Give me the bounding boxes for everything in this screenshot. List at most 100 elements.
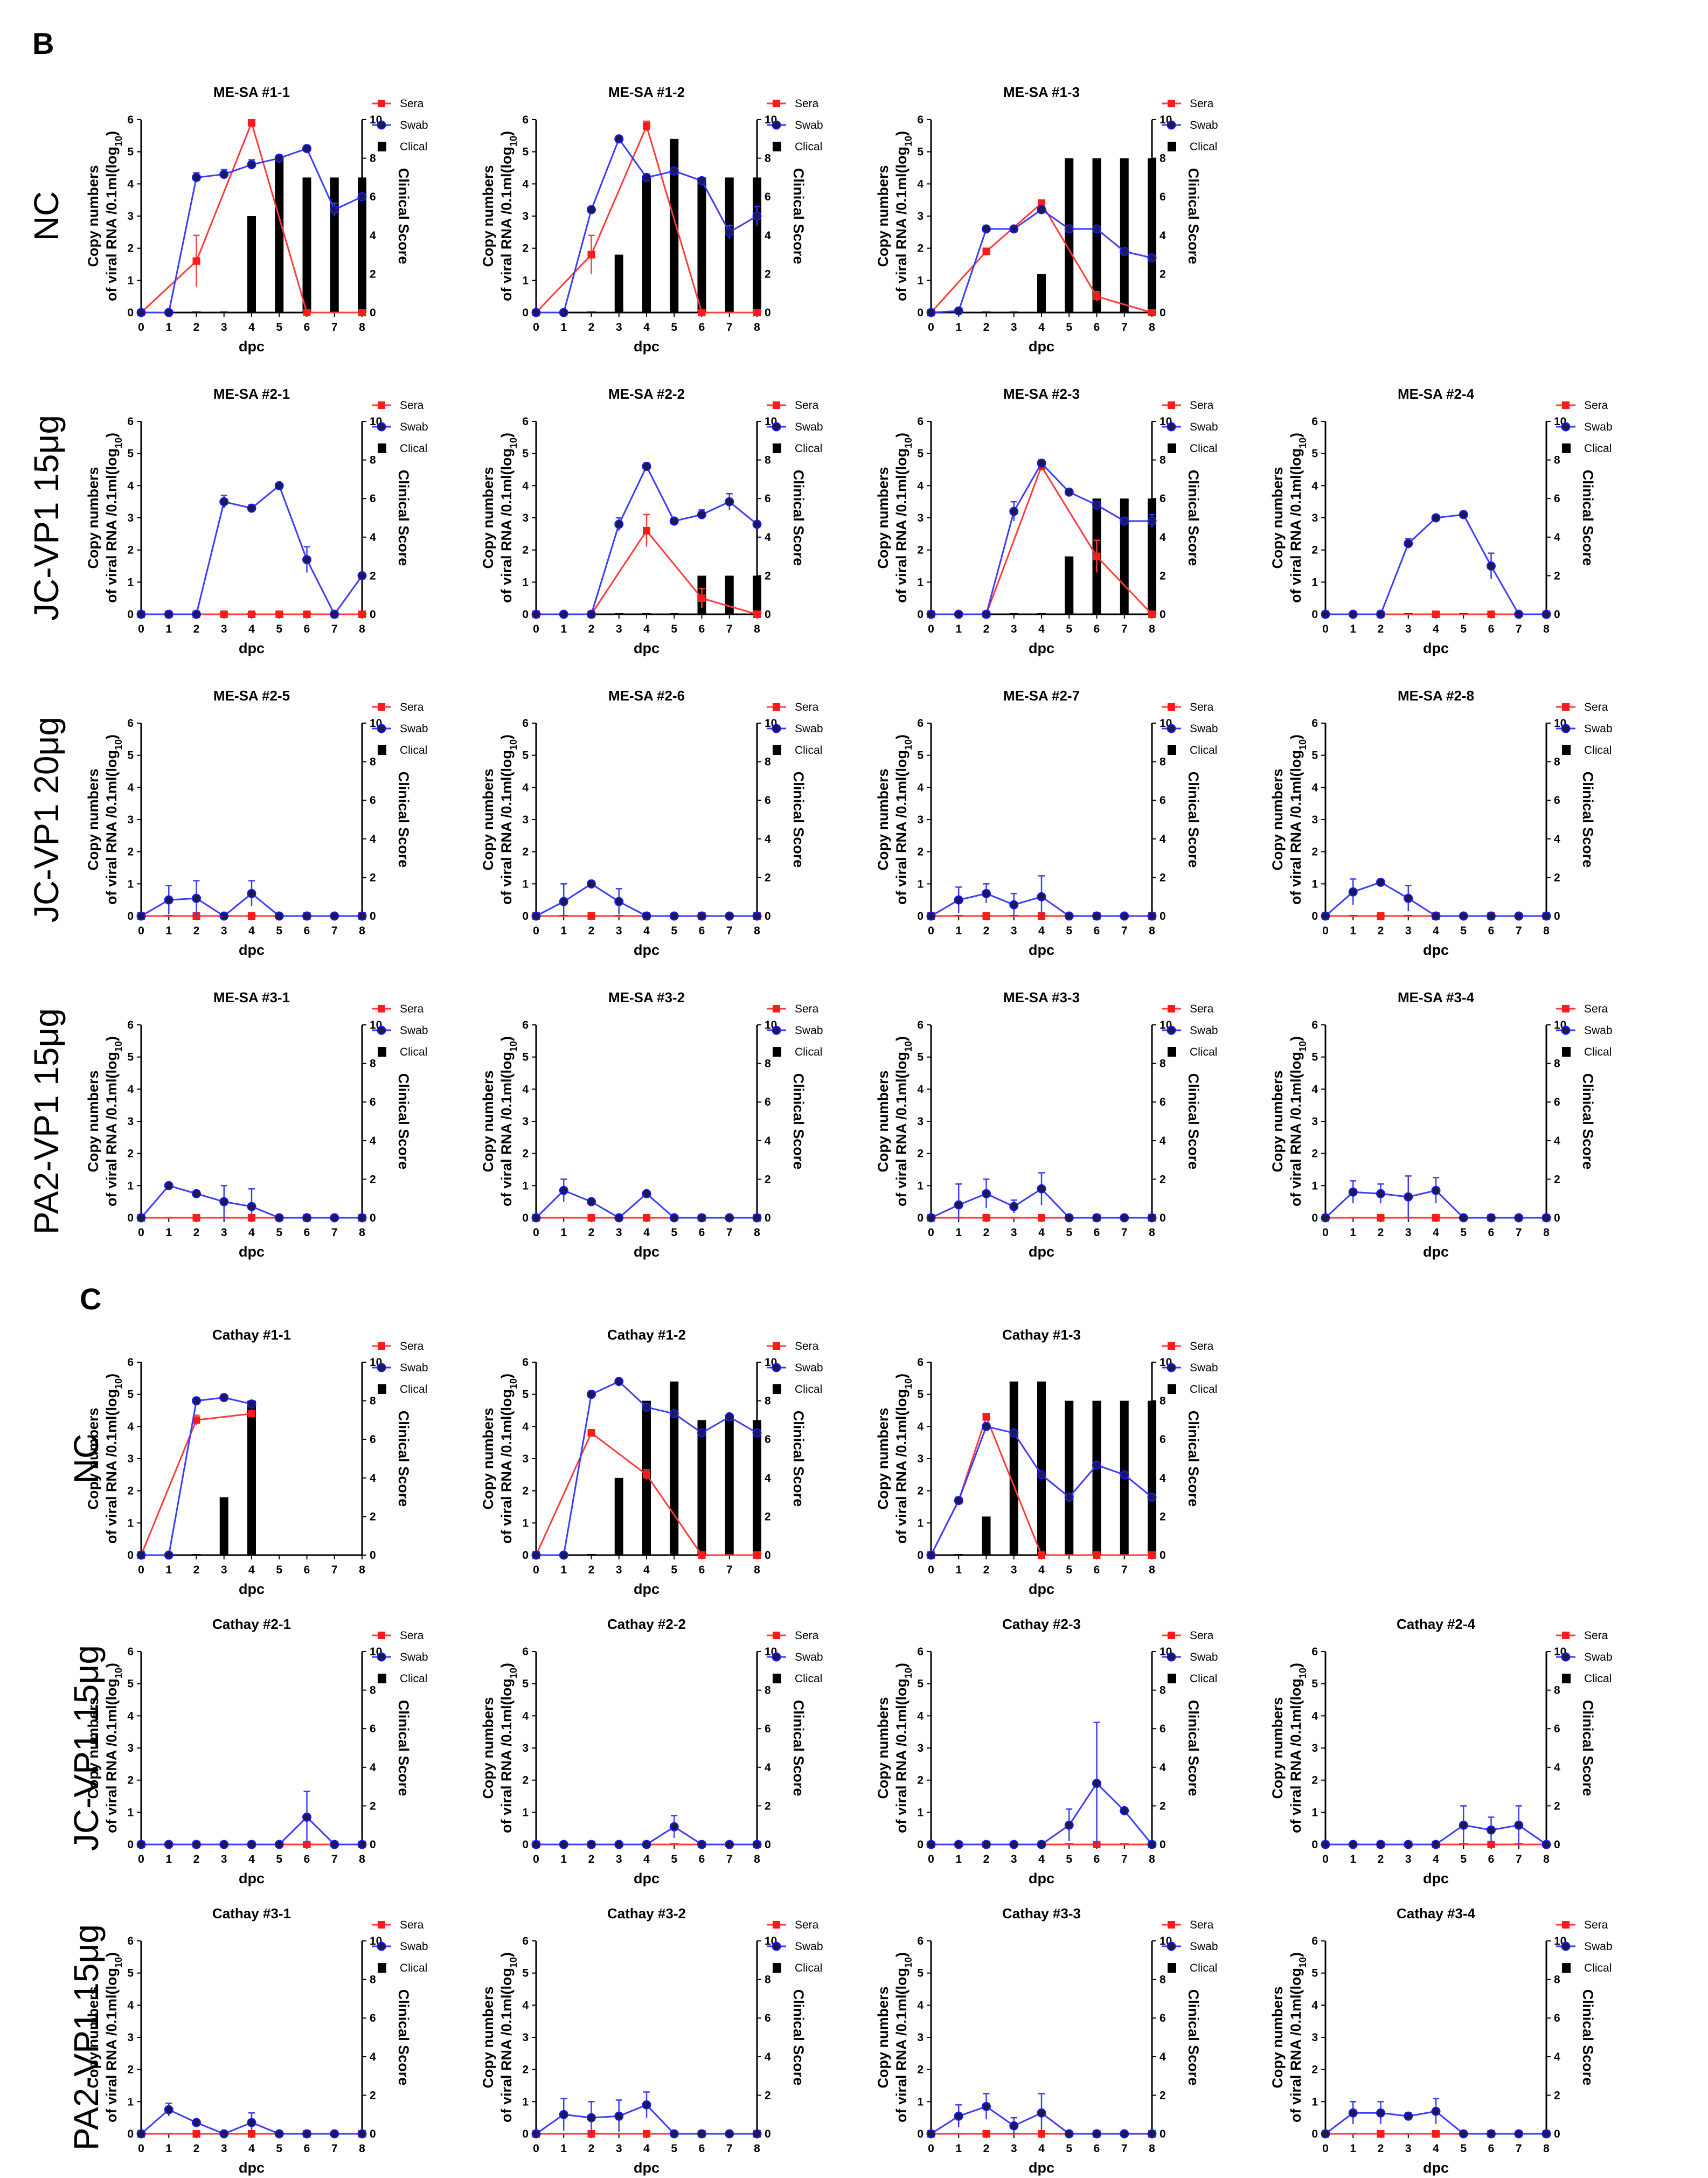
swab-point <box>982 609 991 619</box>
clinical-bar <box>753 177 761 313</box>
legend-marker <box>377 1941 386 1951</box>
legend-label: Clical <box>1190 1962 1217 1974</box>
y2-tick-label: 0 <box>765 2128 771 2140</box>
y-axis-title-close: ) <box>893 734 909 739</box>
y-tick-label: 1 <box>127 2096 134 2108</box>
y-axis-title-close: ) <box>498 1036 515 1041</box>
x-tick-label: 5 <box>1066 321 1072 334</box>
legend-marker <box>1167 120 1176 130</box>
y-axis-title-sub: 10 <box>903 1041 914 1052</box>
x-tick-label: 8 <box>754 1853 760 1865</box>
x-tick-label: 0 <box>1322 925 1329 937</box>
swab-point <box>1431 513 1441 523</box>
y2-tick-label: 2 <box>765 2089 771 2101</box>
swab-point <box>587 205 596 214</box>
y2-tick-label: 8 <box>765 454 771 467</box>
y-axis-title-line2: of viral RNA /0.1ml(log <box>893 1678 909 1833</box>
clinical-bar <box>192 311 201 313</box>
clinical-bar <box>1120 498 1129 614</box>
swab-point <box>752 2129 762 2139</box>
swab-point <box>330 609 339 619</box>
chart: ME-SA #2-5 0 1 2 3 4 5 6 0 2 4 6 8 10 0 1 2 3 4 5 6 7 8 dpc Copy… <box>85 688 428 958</box>
chart-title: ME-SA #1-3 <box>1003 84 1080 100</box>
x-tick-label: 5 <box>1460 1226 1467 1239</box>
clinical-bar <box>358 177 366 313</box>
y2-tick-label: 6 <box>1554 2012 1560 2024</box>
x-tick-label: 5 <box>276 1853 282 1865</box>
y2-axis-title: Clinical Score <box>1185 1073 1202 1170</box>
legend-marker <box>378 1005 385 1012</box>
y-axis-title-close: ) <box>893 1036 909 1041</box>
legend-label: Sera <box>1190 98 1214 110</box>
y2-tick-label: 4 <box>765 2051 771 2063</box>
swab-point <box>357 1840 367 1849</box>
y2-tick-label: 2 <box>1160 570 1166 582</box>
x-tick-label: 3 <box>221 1853 227 1865</box>
swab-point <box>725 2129 734 2139</box>
y2-tick-label: 0 <box>1160 2128 1166 2140</box>
sera-point <box>1038 1551 1045 1559</box>
y-axis-title-sub: 10 <box>903 1957 914 1968</box>
clinical-bar <box>614 254 623 313</box>
y2-tick-label: 0 <box>370 1839 376 1851</box>
clinical-bar <box>697 1420 706 1555</box>
y-tick-label: 3 <box>1311 512 1318 524</box>
y-axis-title-line2: of viral RNA /0.1ml(log <box>1288 1052 1304 1206</box>
y-axis-title-close: ) <box>103 1663 120 1668</box>
swab-point <box>642 911 651 921</box>
legend-label: Swab <box>1190 723 1218 735</box>
y-tick-label: 2 <box>127 1485 134 1497</box>
x-tick-label: 5 <box>276 925 282 937</box>
x-tick-label: 5 <box>1460 623 1467 635</box>
y-axis-title-close: ) <box>103 1952 120 1957</box>
y-tick-label: 0 <box>1311 910 1318 922</box>
legend-label: Swab <box>795 1651 823 1663</box>
y-tick-label: 1 <box>1311 1180 1318 1192</box>
y-tick-label: 3 <box>127 1742 134 1754</box>
y-tick-label: 0 <box>522 910 529 922</box>
y2-tick-label: 6 <box>370 1723 376 1735</box>
y-tick-label: 6 <box>917 717 924 730</box>
y-tick-label: 5 <box>917 1389 924 1401</box>
y-tick-label: 3 <box>917 1453 924 1465</box>
swab-point <box>587 2113 596 2122</box>
swab-point <box>614 1377 624 1386</box>
y2-tick-label: 4 <box>1160 1761 1166 1774</box>
chart-title: ME-SA #2-8 <box>1398 688 1474 704</box>
swab-line <box>1325 514 1546 615</box>
y-tick-label: 4 <box>917 1420 924 1433</box>
x-tick-label: 7 <box>331 1853 338 1865</box>
swab-point <box>669 911 679 921</box>
x-tick-label: 3 <box>616 1564 622 1576</box>
y2-axis-title: Clinical Score <box>1185 1411 1202 1507</box>
legend-marker <box>772 1363 781 1372</box>
y2-tick-label: 0 <box>765 1549 771 1562</box>
swab-point <box>274 1213 284 1223</box>
y-axis-title-close: ) <box>893 1374 909 1378</box>
x-tick-label: 1 <box>165 1226 172 1239</box>
y-axis-title-line1: Copy numbers <box>1269 1697 1286 1799</box>
swab-point <box>1037 2108 1046 2118</box>
sera-point <box>248 912 255 920</box>
swab-point <box>219 497 229 507</box>
sera-point <box>1093 552 1101 560</box>
y-tick-label: 2 <box>522 544 529 557</box>
y2-tick-label: 6 <box>765 2012 771 2024</box>
y2-tick-label: 0 <box>370 1212 376 1224</box>
x-tick-label: 7 <box>726 2142 733 2155</box>
y2-tick-label: 6 <box>370 1096 376 1108</box>
x-tick-label: 7 <box>1516 2142 1522 2155</box>
row-label: PA2-VP1 15μg <box>27 1008 66 1234</box>
x-tick-label: 5 <box>671 623 677 635</box>
swab-point <box>302 1812 311 1822</box>
sera-point <box>1487 1841 1495 1848</box>
legend-marker <box>773 703 780 711</box>
y2-axis-title: Clinical Score <box>395 470 412 566</box>
x-tick-label: 4 <box>248 925 255 937</box>
y-tick-label: 3 <box>917 1742 924 1754</box>
legend-marker <box>773 1047 781 1057</box>
sera-point <box>753 309 761 316</box>
clinical-bar <box>1148 158 1156 313</box>
chart: ME-SA #2-8 0 1 2 3 4 5 6 0 2 4 6 8 10 0 1 2 3 4 5 6 7 8 dpc Copy… <box>1269 688 1613 958</box>
y-tick-label: 2 <box>127 544 134 557</box>
